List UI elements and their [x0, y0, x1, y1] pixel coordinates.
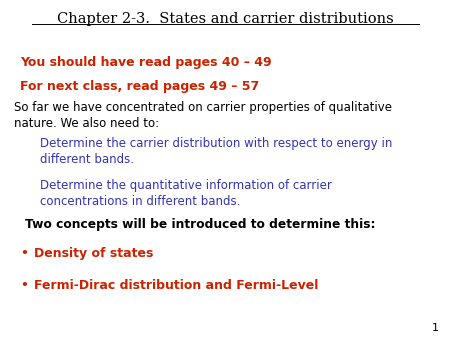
Text: Density of states: Density of states	[34, 247, 153, 260]
Text: Determine the carrier distribution with respect to energy in: Determine the carrier distribution with …	[40, 137, 393, 150]
Text: •: •	[20, 247, 28, 260]
Text: •: •	[20, 279, 28, 292]
Text: different bands.: different bands.	[40, 153, 135, 166]
Text: Two concepts will be introduced to determine this:: Two concepts will be introduced to deter…	[25, 218, 375, 231]
Text: Fermi-Dirac distribution and Fermi-Level: Fermi-Dirac distribution and Fermi-Level	[34, 279, 318, 292]
Text: You should have read pages 40 – 49: You should have read pages 40 – 49	[20, 56, 272, 69]
Text: So far we have concentrated on carrier properties of qualitative: So far we have concentrated on carrier p…	[14, 101, 392, 114]
Text: For next class, read pages 49 – 57: For next class, read pages 49 – 57	[20, 80, 260, 93]
Text: nature. We also need to:: nature. We also need to:	[14, 117, 158, 129]
Text: 1: 1	[432, 323, 439, 333]
Text: concentrations in different bands.: concentrations in different bands.	[40, 195, 241, 208]
Text: Chapter 2-3.  States and carrier distributions: Chapter 2-3. States and carrier distribu…	[57, 12, 393, 26]
Text: Determine the quantitative information of carrier: Determine the quantitative information o…	[40, 179, 333, 192]
